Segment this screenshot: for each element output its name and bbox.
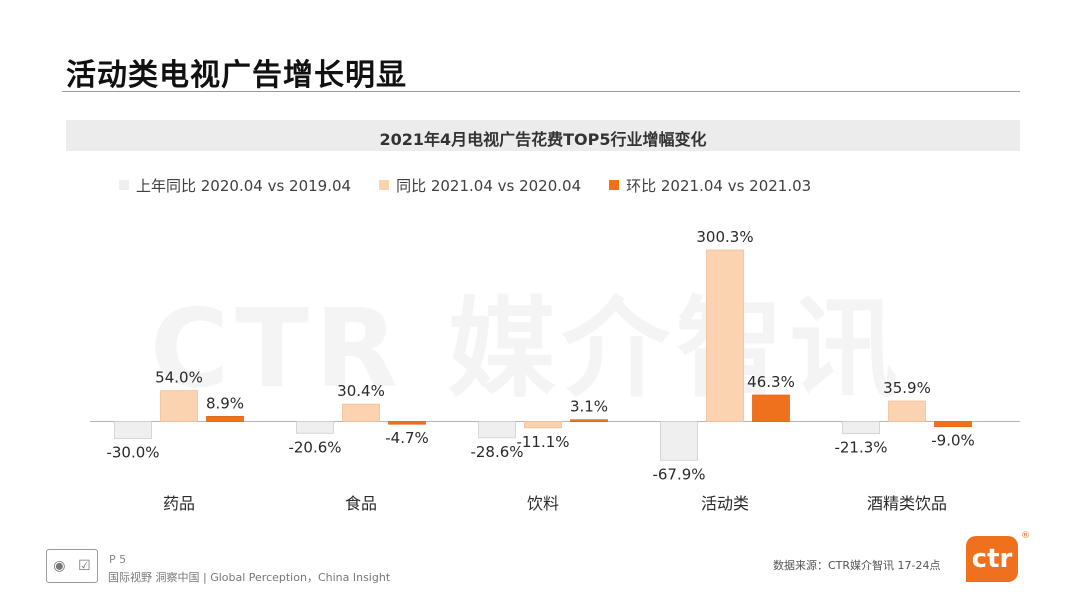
data-label-1-0: 54.0% — [155, 369, 203, 387]
legend-label-mom: 环比 2021.04 vs 2021.03 — [626, 176, 812, 195]
certification-icon: ◉ — [53, 558, 66, 574]
bar-series-1-1 — [342, 403, 380, 422]
bar-series-1-3 — [706, 249, 744, 422]
data-source: 数据来源：CTR媒介智讯 17-24点 — [773, 559, 941, 572]
chart-title-band: 2021年4月电视广告花费TOP5行业增幅变化 — [66, 120, 1020, 151]
data-label-1-3: 300.3% — [696, 228, 753, 246]
data-label-0-4: -21.3% — [834, 439, 887, 457]
bar-series-1-0 — [160, 390, 198, 422]
bar-series-1-4 — [888, 400, 926, 422]
bar-series-2-4 — [934, 421, 972, 428]
data-label-1-4: 35.9% — [883, 379, 931, 397]
bar-series-2-1 — [388, 421, 426, 425]
bar-series-0-1 — [296, 421, 334, 434]
legend-label-yoy: 同比 2021.04 vs 2020.04 — [396, 176, 582, 195]
data-label-2-1: -4.7% — [385, 429, 429, 447]
certification-badge: ◉ ☑ — [46, 549, 98, 583]
data-label-0-0: -30.0% — [106, 444, 159, 462]
data-label-2-2: 3.1% — [570, 398, 608, 416]
bar-series-0-2 — [478, 421, 516, 439]
bar-series-1-2 — [524, 421, 562, 429]
data-label-0-3: -67.9% — [652, 465, 705, 483]
legend-item-prev-yoy: 上年同比 2020.04 vs 2019.04 — [119, 175, 351, 196]
chart-legend: 上年同比 2020.04 vs 2019.04 同比 2021.04 vs 20… — [119, 174, 811, 196]
page-number: P 5 — [109, 553, 127, 566]
chart-title: 2021年4月电视广告花费TOP5行业增幅变化 — [379, 130, 707, 149]
legend-item-mom: 环比 2021.04 vs 2021.03 — [609, 175, 811, 196]
legend-item-yoy: 同比 2021.04 vs 2020.04 — [379, 175, 581, 196]
bar-series-2-2 — [570, 419, 608, 422]
footer-tagline: 国际视野 洞察中国 | Global Perception，China Insi… — [108, 571, 391, 584]
data-label-2-4: -9.0% — [931, 432, 975, 450]
data-label-2-3: 46.3% — [747, 373, 795, 391]
watermark-text: CTR 媒介智讯 — [150, 287, 904, 412]
data-label-1-2: -11.1% — [516, 433, 569, 451]
bar-series-0-4 — [842, 421, 880, 435]
registered-mark: ® — [1021, 531, 1030, 541]
data-label-2-0: 8.9% — [206, 394, 244, 412]
title-divider — [62, 91, 1020, 92]
data-label-0-1: -20.6% — [288, 438, 341, 456]
data-label-1-1: 30.4% — [337, 382, 385, 400]
legend-swatch-mom — [609, 180, 620, 190]
category-label-1: 食品 — [345, 494, 377, 513]
bar-series-2-0 — [206, 416, 244, 422]
category-label-0: 药品 — [163, 494, 195, 513]
data-label-0-2: -28.6% — [470, 443, 523, 461]
category-label-2: 饮料 — [527, 494, 559, 513]
legend-swatch-prev-yoy — [119, 180, 129, 190]
legend-label-prev-yoy: 上年同比 2020.04 vs 2019.04 — [136, 176, 352, 195]
legend-swatch-yoy — [379, 180, 390, 190]
checkmark-icon: ☑ — [78, 558, 91, 574]
bar-series-2-3 — [752, 394, 790, 422]
bar-series-0-0 — [114, 421, 152, 440]
category-label-3: 活动类 — [701, 494, 749, 513]
category-label-4: 酒精类饮品 — [867, 494, 947, 513]
ctr-logo-icon: ctr — [966, 536, 1018, 582]
bar-series-0-3 — [660, 421, 698, 461]
page-title: 活动类电视广告增长明显 — [66, 58, 407, 93]
